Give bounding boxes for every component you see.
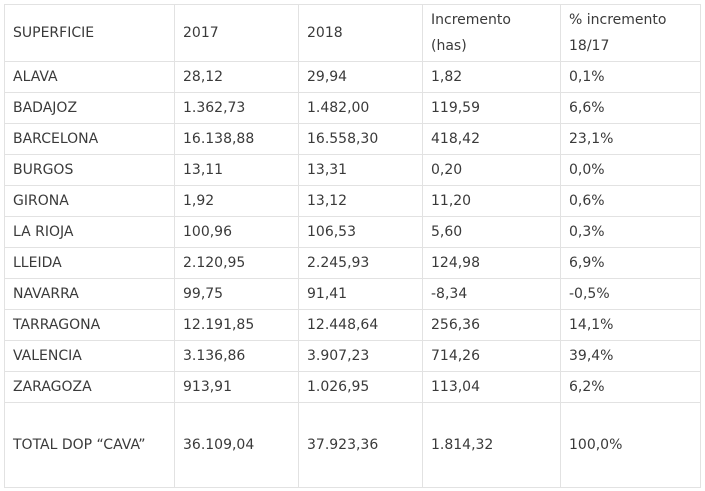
value-2018-cell: 2.245,93: [298, 247, 423, 279]
percent-cell: 14,1%: [560, 309, 701, 341]
value-2018-cell: 91,41: [298, 278, 423, 310]
value-2017-cell: 3.136,86: [174, 340, 299, 372]
percent-cell: 6,2%: [560, 371, 701, 403]
percent-cell: 100,0%: [560, 402, 701, 488]
table-row: ALAVA 28,12 29,94 1,82 0,1%: [4, 61, 701, 93]
value-2018-cell: 29,94: [298, 61, 423, 93]
value-2017-cell: 100,96: [174, 216, 299, 248]
region-cell: NAVARRA: [4, 278, 175, 310]
header-cell: 2018: [298, 4, 423, 62]
table-row: ZARAGOZA 913,91 1.026,95 113,04 6,2%: [4, 371, 701, 403]
value-2018-cell: 37.923,36: [298, 402, 423, 488]
value-2018-cell: 1.026,95: [298, 371, 423, 403]
value-2017-cell: 99,75: [174, 278, 299, 310]
table-row: BARCELONA 16.138,88 16.558,30 418,42 23,1%: [4, 123, 701, 155]
percent-cell: 6,6%: [560, 92, 701, 124]
increment-cell: 1,82: [422, 61, 561, 93]
total-row: TOTAL DOP “CAVA” 36.109,04 37.923,36 1.814,…: [4, 402, 701, 488]
value-2017-cell: 913,91: [174, 371, 299, 403]
increment-cell: 0,20: [422, 154, 561, 186]
region-cell: LA RIOJA: [4, 216, 175, 248]
region-cell: TARRAGONA: [4, 309, 175, 341]
table-row: NAVARRA 99,75 91,41 -8,34 -0,5%: [4, 278, 701, 310]
region-cell: BURGOS: [4, 154, 175, 186]
header-cell: SUPERFICIE: [4, 4, 175, 62]
data-table: SUPERFICIE 2017 2018 Incremento (has) % …: [4, 4, 701, 488]
value-2018-cell: 12.448,64: [298, 309, 423, 341]
region-cell: TOTAL DOP “CAVA”: [4, 402, 175, 488]
percent-cell: 23,1%: [560, 123, 701, 155]
increment-cell: 11,20: [422, 185, 561, 217]
header-cell: % incremento 18/17: [560, 4, 701, 62]
value-2017-cell: 2.120,95: [174, 247, 299, 279]
table-row: GIRONA 1,92 13,12 11,20 0,6%: [4, 185, 701, 217]
increment-cell: 256,36: [422, 309, 561, 341]
increment-cell: 119,59: [422, 92, 561, 124]
table-row: LA RIOJA 100,96 106,53 5,60 0,3%: [4, 216, 701, 248]
value-2017-cell: 13,11: [174, 154, 299, 186]
value-2017-cell: 1,92: [174, 185, 299, 217]
value-2018-cell: 16.558,30: [298, 123, 423, 155]
increment-cell: -8,34: [422, 278, 561, 310]
header-cell: 2017: [174, 4, 299, 62]
increment-cell: 1.814,32: [422, 402, 561, 488]
percent-cell: 0,6%: [560, 185, 701, 217]
region-cell: BADAJOZ: [4, 92, 175, 124]
value-2017-cell: 36.109,04: [174, 402, 299, 488]
percent-cell: 39,4%: [560, 340, 701, 372]
region-cell: GIRONA: [4, 185, 175, 217]
value-2017-cell: 12.191,85: [174, 309, 299, 341]
increment-cell: 714,26: [422, 340, 561, 372]
increment-cell: 418,42: [422, 123, 561, 155]
header-line: % incremento: [569, 12, 667, 28]
region-cell: VALENCIA: [4, 340, 175, 372]
table-row: BURGOS 13,11 13,31 0,20 0,0%: [4, 154, 701, 186]
region-cell: BARCELONA: [4, 123, 175, 155]
value-2017-cell: 28,12: [174, 61, 299, 93]
percent-cell: 0,0%: [560, 154, 701, 186]
table-row: LLEIDA 2.120,95 2.245,93 124,98 6,9%: [4, 247, 701, 279]
region-cell: ZARAGOZA: [4, 371, 175, 403]
value-2018-cell: 1.482,00: [298, 92, 423, 124]
table-body: SUPERFICIE 2017 2018 Incremento (has) % …: [4, 4, 701, 488]
header-cell: Incremento (has): [422, 4, 561, 62]
percent-cell: 0,3%: [560, 216, 701, 248]
value-2017-cell: 16.138,88: [174, 123, 299, 155]
value-2018-cell: 13,31: [298, 154, 423, 186]
table-row: VALENCIA 3.136,86 3.907,23 714,26 39,4%: [4, 340, 701, 372]
header-line: 18/17: [569, 38, 610, 54]
increment-cell: 5,60: [422, 216, 561, 248]
header-line: (has): [431, 38, 467, 54]
table-row: BADAJOZ 1.362,73 1.482,00 119,59 6,6%: [4, 92, 701, 124]
increment-cell: 113,04: [422, 371, 561, 403]
increment-cell: 124,98: [422, 247, 561, 279]
percent-cell: 0,1%: [560, 61, 701, 93]
value-2017-cell: 1.362,73: [174, 92, 299, 124]
table-row: TARRAGONA 12.191,85 12.448,64 256,36 14,1%: [4, 309, 701, 341]
header-line: Incremento: [431, 12, 511, 28]
value-2018-cell: 13,12: [298, 185, 423, 217]
percent-cell: -0,5%: [560, 278, 701, 310]
value-2018-cell: 3.907,23: [298, 340, 423, 372]
percent-cell: 6,9%: [560, 247, 701, 279]
region-cell: ALAVA: [4, 61, 175, 93]
table-header-row: SUPERFICIE 2017 2018 Incremento (has) % …: [4, 4, 701, 62]
value-2018-cell: 106,53: [298, 216, 423, 248]
region-cell: LLEIDA: [4, 247, 175, 279]
